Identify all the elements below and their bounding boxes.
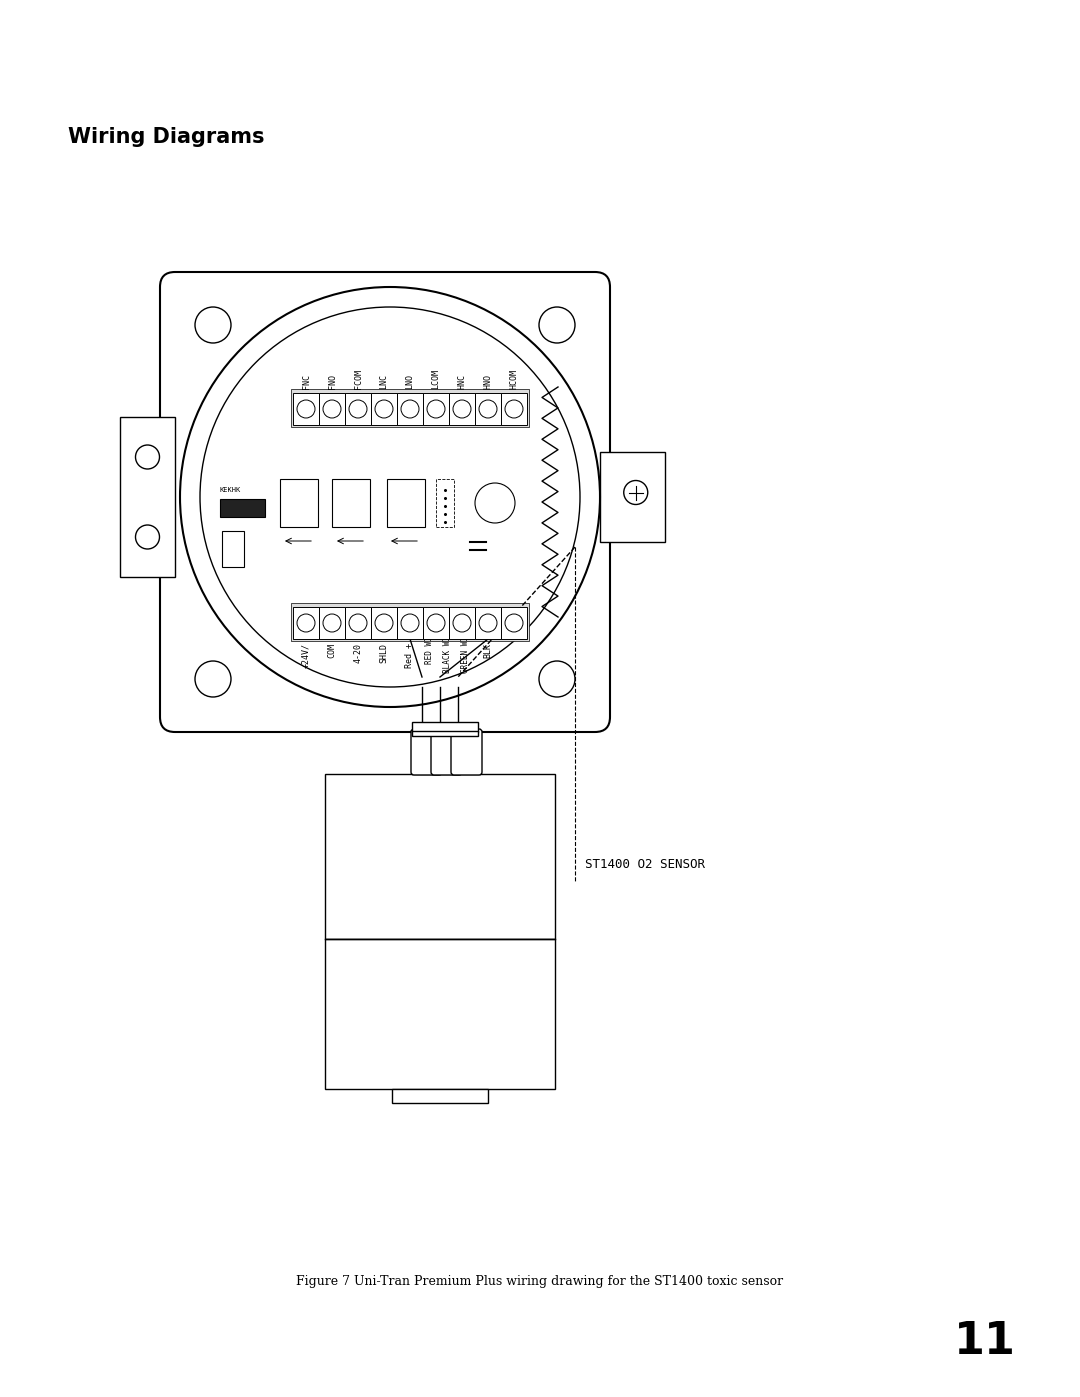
Bar xyxy=(222,531,244,567)
Text: ST1400 O2 SENSOR: ST1400 O2 SENSOR xyxy=(585,858,705,872)
Bar xyxy=(293,393,319,425)
Text: +24V/: +24V/ xyxy=(301,643,311,668)
Circle shape xyxy=(180,286,600,707)
Bar xyxy=(120,416,175,577)
Bar xyxy=(291,604,529,641)
Bar xyxy=(475,608,501,638)
Circle shape xyxy=(453,615,471,631)
Bar xyxy=(325,939,555,1090)
Bar xyxy=(449,608,475,638)
Circle shape xyxy=(375,400,393,418)
Text: Red +: Red + xyxy=(405,643,415,668)
Text: 11: 11 xyxy=(954,1320,1016,1363)
Bar xyxy=(397,393,423,425)
Circle shape xyxy=(349,400,367,418)
Bar xyxy=(372,608,397,638)
Bar xyxy=(293,608,319,638)
Bar xyxy=(423,393,449,425)
Text: SHLD: SHLD xyxy=(379,643,389,664)
Bar xyxy=(501,608,527,638)
Circle shape xyxy=(505,615,523,631)
Circle shape xyxy=(505,400,523,418)
Text: BLK: BLK xyxy=(484,643,492,658)
Bar xyxy=(280,479,318,527)
Circle shape xyxy=(375,615,393,631)
Bar xyxy=(345,393,372,425)
Text: RED WIRE: RED WIRE xyxy=(426,627,434,664)
Circle shape xyxy=(323,615,341,631)
Circle shape xyxy=(297,400,315,418)
Bar xyxy=(449,393,475,425)
Text: Figure 7 Uni-Tran Premium Plus wiring drawing for the ST1400 toxic sensor: Figure 7 Uni-Tran Premium Plus wiring dr… xyxy=(296,1275,784,1288)
Bar xyxy=(423,608,449,638)
Bar xyxy=(600,453,665,542)
Circle shape xyxy=(539,307,575,344)
Circle shape xyxy=(401,400,419,418)
Text: FCOM: FCOM xyxy=(353,369,363,388)
Text: LNC: LNC xyxy=(379,374,389,388)
Circle shape xyxy=(539,661,575,697)
Circle shape xyxy=(195,307,231,344)
Text: LNO: LNO xyxy=(405,374,415,388)
Circle shape xyxy=(135,525,160,549)
Circle shape xyxy=(480,400,497,418)
Text: KEKHK: KEKHK xyxy=(220,488,241,493)
Bar xyxy=(319,608,345,638)
Text: FNC: FNC xyxy=(301,374,311,388)
Bar xyxy=(501,393,527,425)
FancyBboxPatch shape xyxy=(411,729,442,775)
Circle shape xyxy=(624,481,648,504)
FancyBboxPatch shape xyxy=(431,729,462,775)
Bar xyxy=(319,393,345,425)
Text: GREEN WIRE: GREEN WIRE xyxy=(461,627,470,673)
Bar xyxy=(397,608,423,638)
Text: Wiring Diagrams: Wiring Diagrams xyxy=(68,127,265,147)
Bar xyxy=(411,731,478,736)
Circle shape xyxy=(427,615,445,631)
Bar xyxy=(291,388,529,427)
Text: LCOM: LCOM xyxy=(432,369,441,388)
FancyBboxPatch shape xyxy=(451,729,482,775)
Text: FNO: FNO xyxy=(327,374,337,388)
Circle shape xyxy=(453,400,471,418)
Text: HNO: HNO xyxy=(484,374,492,388)
Bar xyxy=(411,722,478,732)
Text: COM: COM xyxy=(327,643,337,658)
Bar xyxy=(387,479,426,527)
FancyBboxPatch shape xyxy=(160,272,610,732)
Bar xyxy=(392,1090,488,1104)
Bar xyxy=(436,479,454,527)
Circle shape xyxy=(200,307,580,687)
Circle shape xyxy=(475,483,515,522)
Circle shape xyxy=(401,615,419,631)
Bar xyxy=(220,499,265,517)
Circle shape xyxy=(195,661,231,697)
Circle shape xyxy=(427,400,445,418)
Text: HNC: HNC xyxy=(458,374,467,388)
Circle shape xyxy=(297,615,315,631)
Text: 4-20: 4-20 xyxy=(353,643,363,664)
Circle shape xyxy=(349,615,367,631)
Bar xyxy=(475,393,501,425)
Circle shape xyxy=(323,400,341,418)
Circle shape xyxy=(480,615,497,631)
Bar xyxy=(372,393,397,425)
Circle shape xyxy=(135,446,160,469)
Bar xyxy=(345,608,372,638)
Bar xyxy=(332,479,370,527)
Text: BLACK WIRE: BLACK WIRE xyxy=(443,627,453,673)
Bar xyxy=(325,774,555,939)
Text: HCOM: HCOM xyxy=(510,369,518,388)
